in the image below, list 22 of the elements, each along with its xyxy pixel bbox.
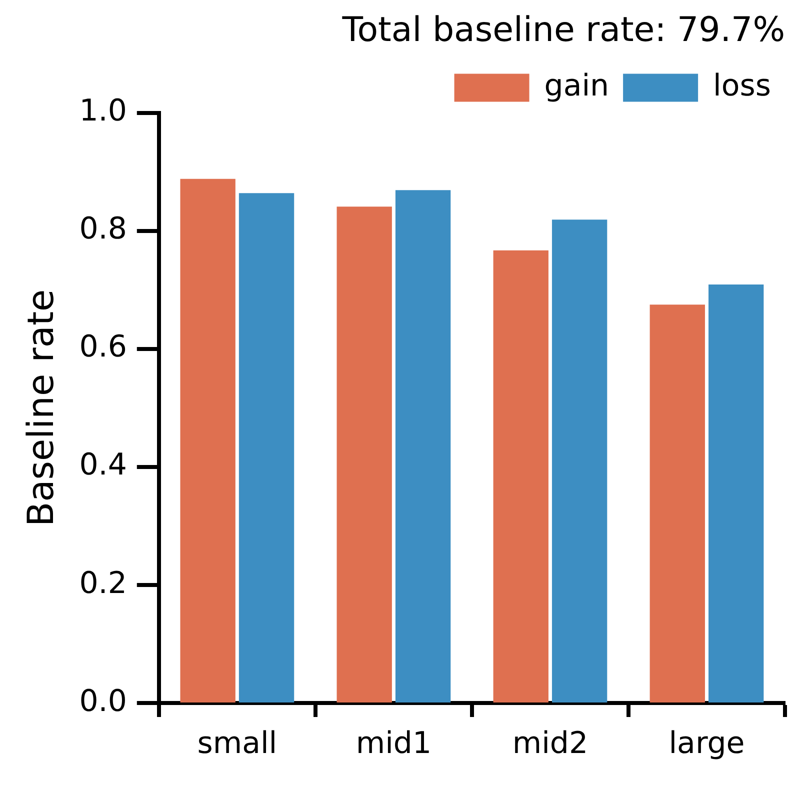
y-tick-label: 1.0 [79,94,127,129]
bar [493,250,548,702]
legend-label: gain [544,68,610,104]
y-tick-label: 0.2 [79,566,127,601]
y-axis-title: Baseline rate [20,289,62,526]
bar [180,178,236,702]
chart-title: Total baseline rate: 79.7% [341,10,785,50]
legend-label: loss [713,68,772,104]
bar [336,206,392,702]
x-tick-label: small [197,726,278,761]
y-tick-label: 0.4 [79,448,127,483]
bar [238,193,294,702]
x-tick-label: mid2 [512,726,588,761]
x-tick-label: mid1 [356,726,432,761]
y-tick-label: 0.0 [79,684,127,719]
x-tick-label: large [668,726,745,761]
bar [708,284,764,702]
y-tick-label: 0.6 [79,330,127,365]
y-tick-label: 0.8 [79,212,127,247]
bar [552,220,608,702]
bar [650,304,705,702]
bar [395,190,451,702]
